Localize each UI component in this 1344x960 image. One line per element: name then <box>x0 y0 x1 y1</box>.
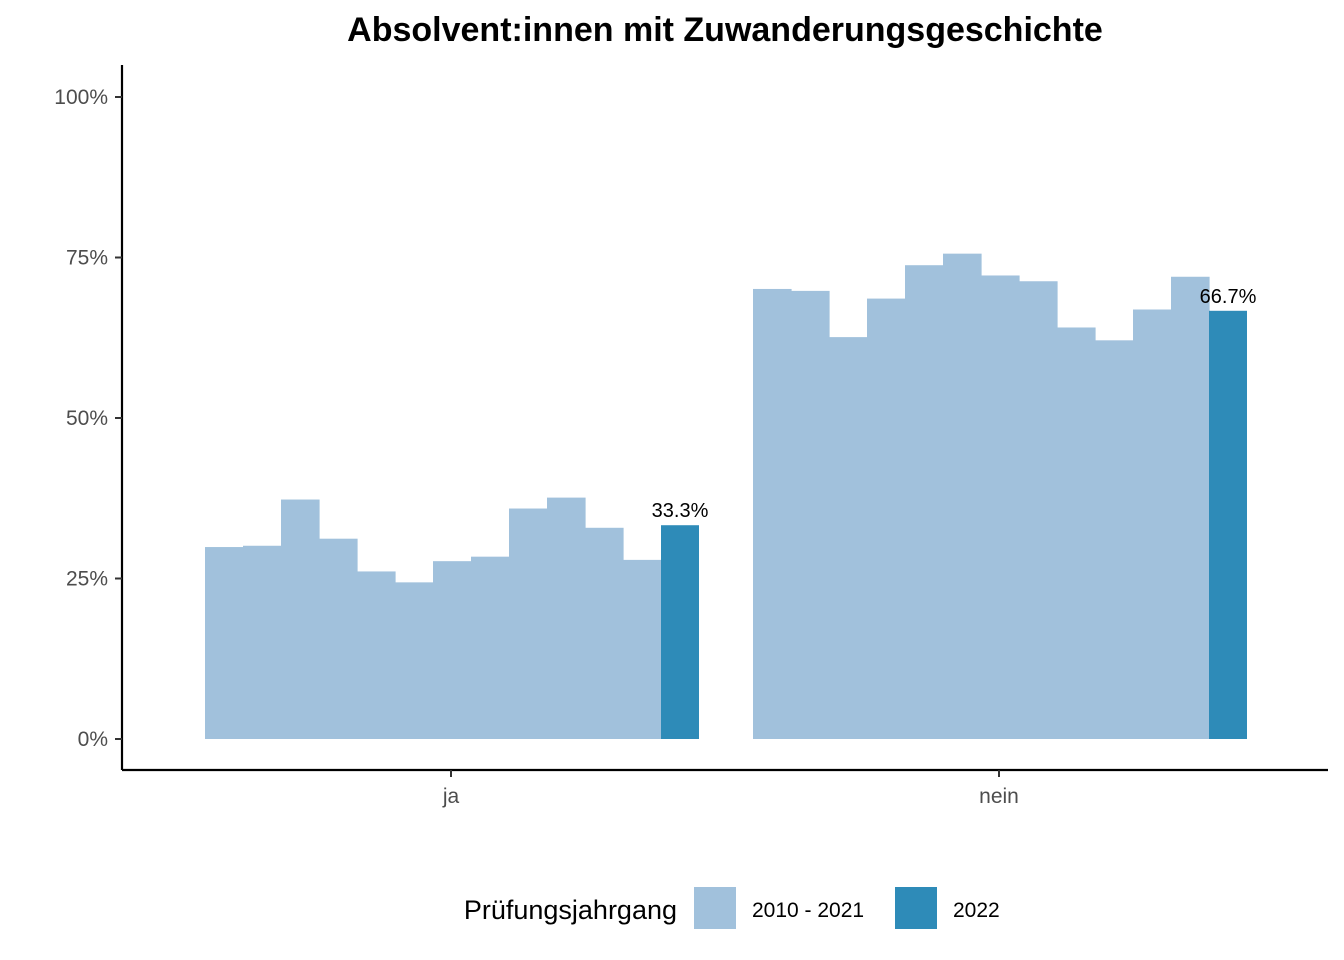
bar-2010-2021 <box>829 337 868 739</box>
data-labels-layer: 33.3% 66.7% <box>652 286 1257 522</box>
bar-2010-2021 <box>547 497 586 739</box>
bar-2010-2021 <box>243 545 282 739</box>
bar-2010-2021 <box>357 571 396 739</box>
bar-2010-2021 <box>1171 276 1210 739</box>
bar-2010-2021 <box>281 499 320 739</box>
bar-2010-2021 <box>471 556 510 739</box>
bar-2022 <box>661 525 699 739</box>
bar-2010-2021 <box>753 288 792 739</box>
bar-2010-2021 <box>905 265 944 739</box>
y-tick-label: 100% <box>54 86 108 109</box>
bar-2022 <box>1209 310 1247 739</box>
data-label-2022: 66.7% <box>1200 286 1257 308</box>
legend-title: Prüfungsjahrgang <box>464 895 677 925</box>
bar-2010-2021 <box>1095 340 1134 739</box>
legend-label-2010-2021: 2010 - 2021 <box>752 899 864 922</box>
bar-2010-2021 <box>1133 309 1172 739</box>
bar-2010-2021 <box>623 559 662 739</box>
bar-2010-2021 <box>1057 327 1096 739</box>
chart-title: Absolvent:innen mit Zuwanderungsgeschich… <box>347 11 1103 49</box>
y-tick-label: 75% <box>66 247 108 270</box>
bar-2010-2021 <box>395 582 434 739</box>
bar-2010-2021 <box>1019 281 1058 739</box>
bar-2010-2021 <box>585 527 624 739</box>
bar-2010-2021 <box>981 275 1020 739</box>
legend-label-2022: 2022 <box>953 899 1000 922</box>
bar-2010-2021 <box>943 253 982 739</box>
x-axis: ja nein <box>122 768 1328 808</box>
bar-2010-2021 <box>791 290 830 739</box>
x-tick-label: nein <box>979 785 1019 808</box>
y-tick-label: 25% <box>66 568 108 591</box>
bar-2010-2021 <box>205 547 244 739</box>
bar-2010-2021 <box>509 508 548 739</box>
y-tick-label: 50% <box>66 407 108 430</box>
legend-swatch-2022 <box>895 887 937 929</box>
legend-swatch-2010-2021 <box>694 887 736 929</box>
bar-2010-2021 <box>867 298 906 739</box>
y-tick-label: 0% <box>78 728 108 751</box>
y-axis: 0% 25% 50% 75% 100% <box>54 65 124 770</box>
x-tick-label: ja <box>442 785 460 808</box>
legend: Prüfungsjahrgang 2010 - 2021 2022 <box>464 887 1000 929</box>
bars-layer <box>205 253 1247 739</box>
bar-2010-2021 <box>319 538 358 739</box>
bar-2010-2021 <box>433 561 472 739</box>
data-label-2022: 33.3% <box>652 500 709 522</box>
